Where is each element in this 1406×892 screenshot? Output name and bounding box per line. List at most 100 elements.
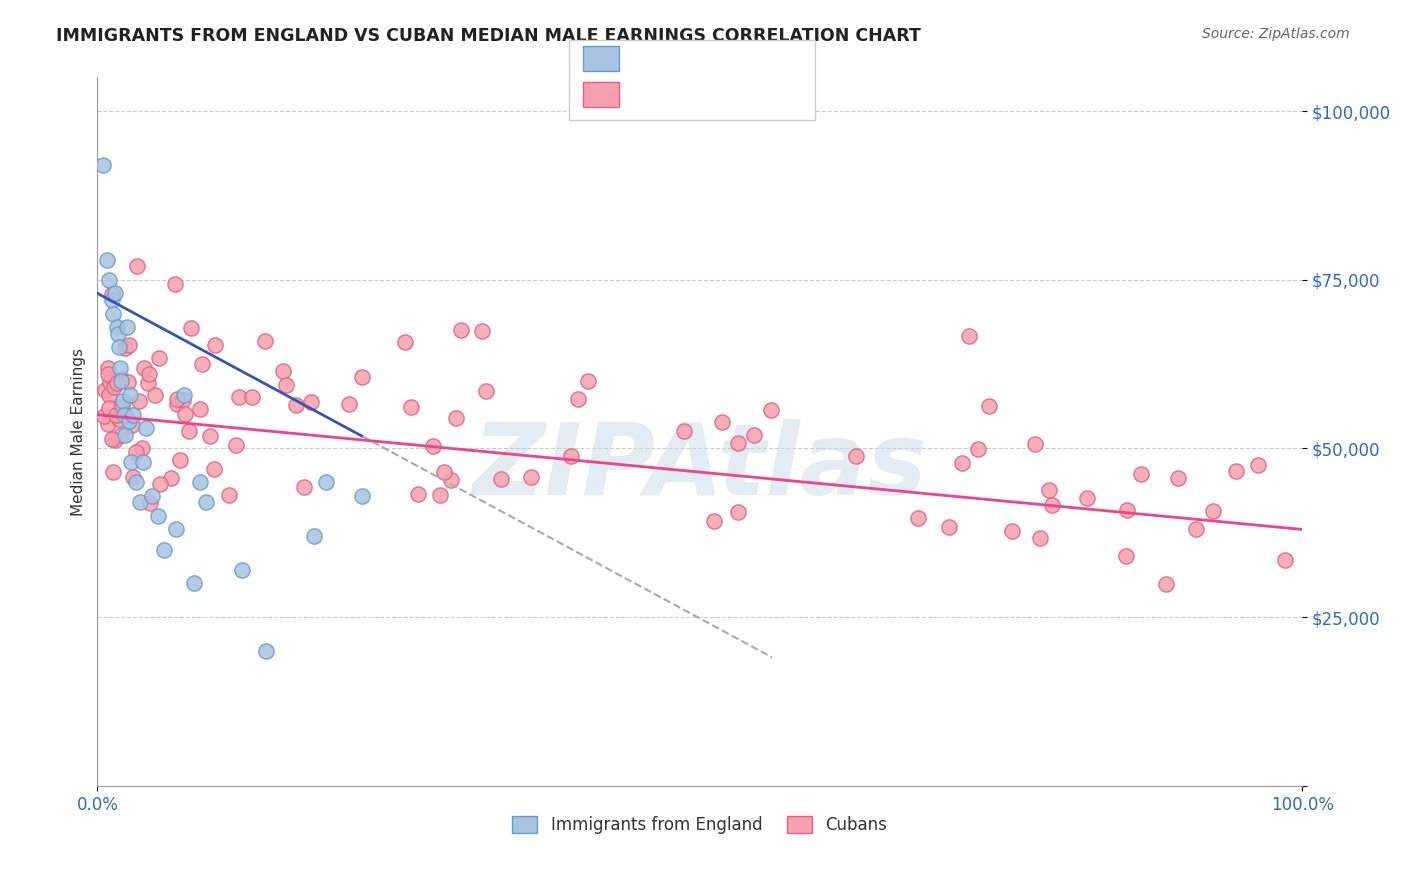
Point xyxy=(131,441,153,455)
Point xyxy=(173,387,195,401)
Point xyxy=(169,453,191,467)
Point xyxy=(1129,467,1152,481)
Point xyxy=(399,401,422,415)
Text: IMMIGRANTS FROM ENGLAND VS CUBAN MEDIAN MALE EARNINGS CORRELATION CHART: IMMIGRANTS FROM ENGLAND VS CUBAN MEDIAN … xyxy=(56,27,921,45)
Point xyxy=(110,360,132,375)
Point xyxy=(143,388,166,402)
Point xyxy=(135,421,157,435)
Point xyxy=(97,401,120,416)
Point xyxy=(114,428,136,442)
Point xyxy=(703,514,725,528)
Point xyxy=(107,326,129,341)
Point xyxy=(172,392,194,407)
Point xyxy=(1184,522,1206,536)
Point xyxy=(94,383,117,397)
Point xyxy=(188,475,211,490)
Point xyxy=(111,394,134,409)
Point xyxy=(101,466,124,480)
Point xyxy=(254,334,277,348)
Point xyxy=(433,465,456,479)
Point xyxy=(117,320,139,334)
Point xyxy=(225,438,247,452)
Point xyxy=(560,449,582,463)
Point xyxy=(179,424,201,438)
Point xyxy=(440,473,463,487)
Point xyxy=(105,320,128,334)
Point xyxy=(711,415,734,429)
Point xyxy=(104,433,127,447)
Point xyxy=(101,287,124,301)
Point xyxy=(98,273,121,287)
Text: -0.321: -0.321 xyxy=(661,49,718,67)
Point xyxy=(104,286,127,301)
Point xyxy=(132,360,155,375)
Point xyxy=(450,323,472,337)
Point xyxy=(1038,483,1060,497)
Point xyxy=(149,477,172,491)
Text: N =: N = xyxy=(738,49,778,67)
Point xyxy=(1274,553,1296,567)
Point xyxy=(125,445,148,459)
Point xyxy=(271,364,294,378)
Point xyxy=(152,542,174,557)
Point xyxy=(198,429,221,443)
Point xyxy=(112,408,135,422)
Point xyxy=(1029,531,1052,545)
Point xyxy=(292,479,315,493)
Point xyxy=(117,375,139,389)
Point xyxy=(118,415,141,429)
Point xyxy=(128,393,150,408)
Point xyxy=(97,360,120,375)
Point xyxy=(422,439,444,453)
Point xyxy=(673,425,696,439)
Point xyxy=(127,259,149,273)
Point xyxy=(105,376,128,390)
Point xyxy=(118,387,141,401)
Point xyxy=(103,380,125,394)
Point xyxy=(231,563,253,577)
Point xyxy=(148,351,170,365)
Point xyxy=(136,376,159,391)
Point xyxy=(406,486,429,500)
Point xyxy=(97,388,120,402)
Point xyxy=(114,408,136,422)
Point xyxy=(139,496,162,510)
Point xyxy=(218,487,240,501)
Point xyxy=(173,407,195,421)
Point xyxy=(105,408,128,422)
Point xyxy=(98,375,121,389)
Point xyxy=(132,455,155,469)
Point xyxy=(759,403,782,417)
Point xyxy=(727,436,749,450)
Point xyxy=(202,462,225,476)
Point xyxy=(101,432,124,446)
Point xyxy=(121,418,143,433)
Text: R =: R = xyxy=(633,49,672,67)
Point xyxy=(122,408,145,422)
Point xyxy=(110,372,132,386)
Point xyxy=(141,489,163,503)
Point xyxy=(97,417,120,432)
Point xyxy=(302,529,325,543)
Point xyxy=(1042,498,1064,512)
Point xyxy=(96,252,118,267)
Point xyxy=(957,328,980,343)
Point xyxy=(166,397,188,411)
Point xyxy=(254,644,277,658)
Point xyxy=(111,399,134,413)
Point xyxy=(352,489,374,503)
Point xyxy=(742,428,765,442)
Point xyxy=(118,338,141,352)
Text: Source: ZipAtlas.com: Source: ZipAtlas.com xyxy=(1202,27,1350,41)
Point xyxy=(576,375,599,389)
Point xyxy=(567,392,589,406)
Point xyxy=(285,398,308,412)
Point xyxy=(1247,458,1270,473)
Point xyxy=(108,412,131,426)
Point xyxy=(188,401,211,416)
Point xyxy=(1225,464,1247,478)
Point xyxy=(315,475,337,490)
Legend: Immigrants from England, Cubans: Immigrants from England, Cubans xyxy=(512,816,887,834)
Point xyxy=(183,576,205,591)
Point xyxy=(952,456,974,470)
